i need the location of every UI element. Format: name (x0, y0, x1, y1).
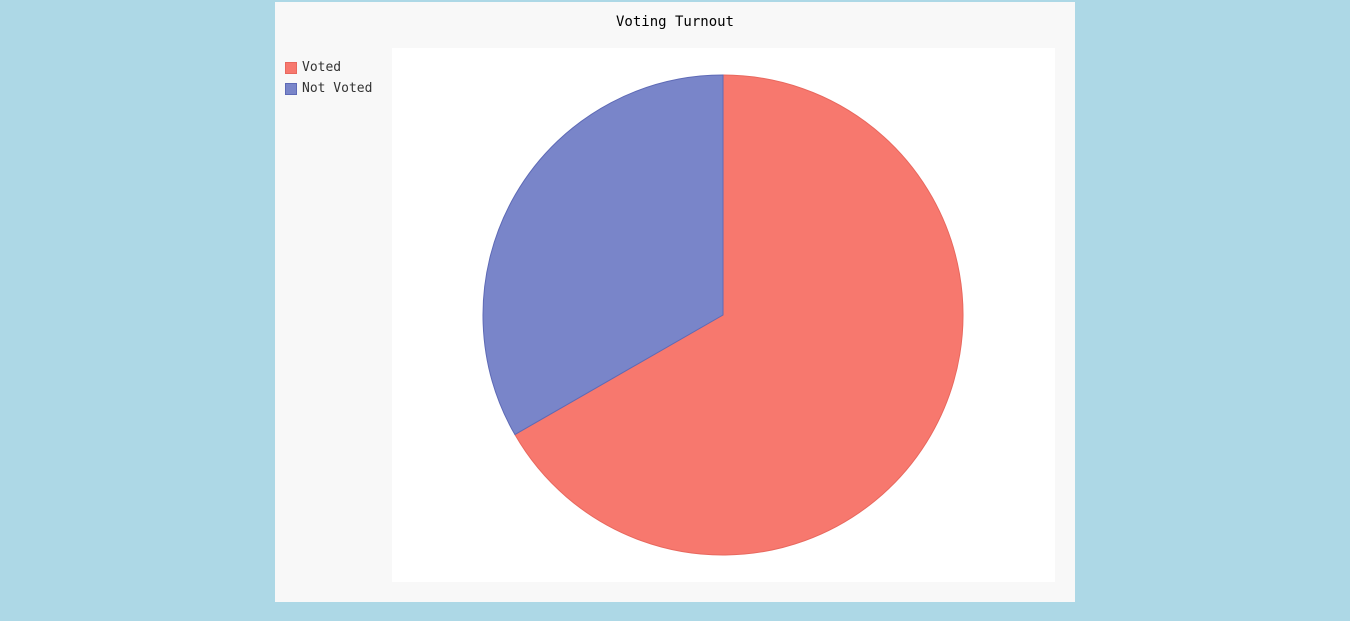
chart-title: Voting Turnout (615, 14, 734, 30)
legend-swatch-voted (285, 61, 297, 74)
legend-item-not-voted[interactable]: Not Voted (285, 78, 372, 99)
pie-slice-not-voted[interactable] (482, 74, 724, 436)
pie-slice-voted[interactable] (514, 74, 964, 556)
legend-label-not-voted: Not Voted (302, 81, 373, 96)
legend-swatch-not-voted (285, 82, 297, 95)
plot-area (392, 48, 1055, 582)
legend: Voted Not Voted (285, 57, 372, 99)
legend-item-voted[interactable]: Voted (285, 57, 372, 78)
legend-label-voted: Voted (302, 60, 342, 75)
chart-frame: Voting Turnout Voted Not Voted (275, 2, 1075, 602)
pie-chart (482, 74, 964, 556)
